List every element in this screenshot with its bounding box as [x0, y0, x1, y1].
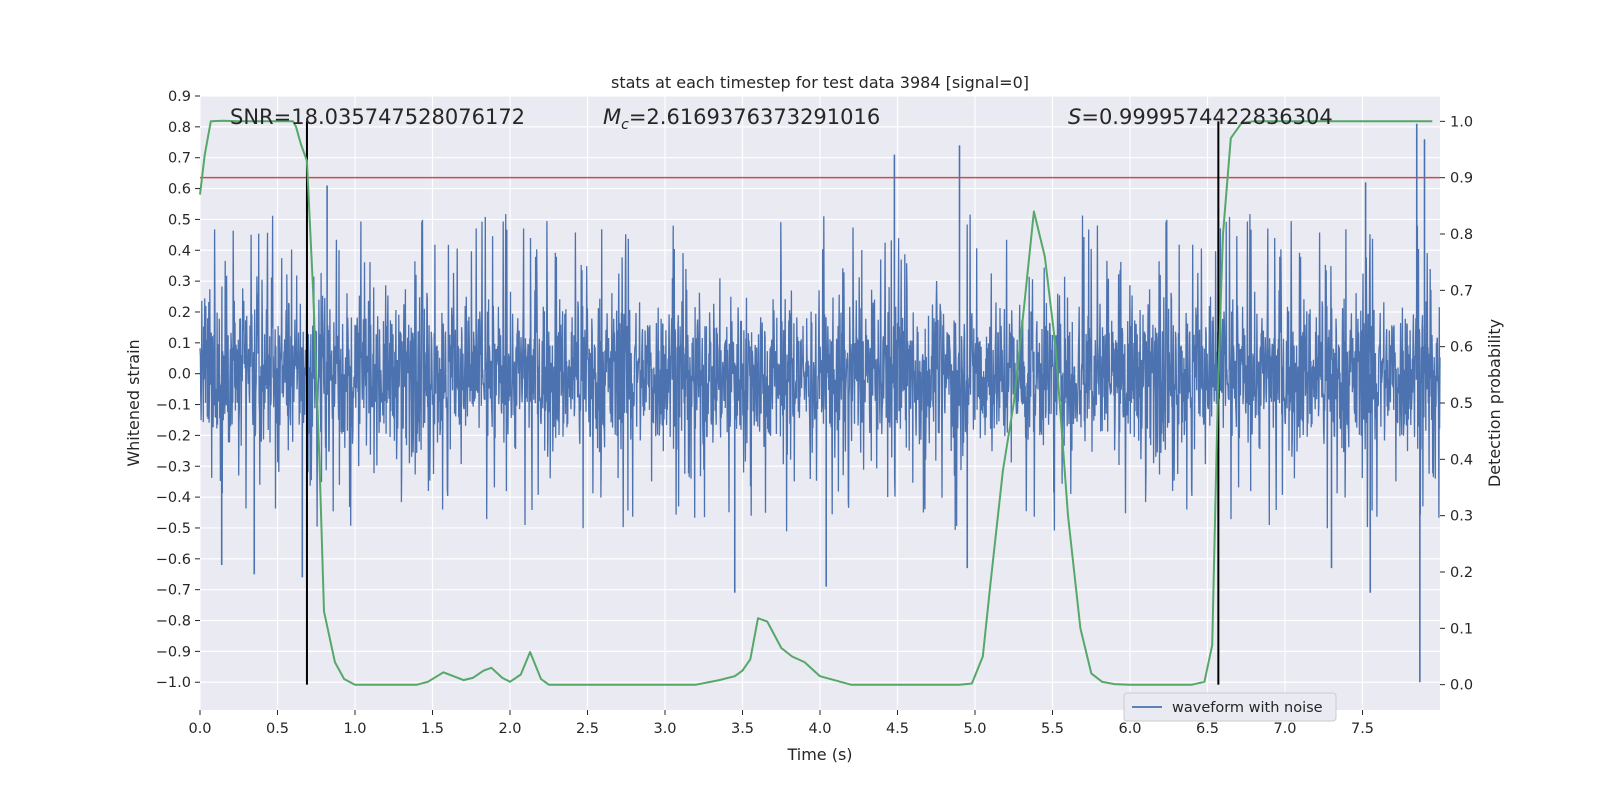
- y-tick-label: 0.4: [168, 243, 191, 259]
- y-tick-label: 0.5: [168, 212, 191, 228]
- y-tick-label: −0.7: [156, 583, 191, 599]
- y2-tick-label: 0.4: [1450, 452, 1473, 468]
- y2-tick-label: 0.3: [1450, 509, 1473, 525]
- y-tick-label: 0.2: [168, 305, 191, 321]
- y-tick-label: −1.0: [156, 675, 191, 691]
- y-axis-label: Whitened strain: [124, 339, 143, 466]
- statistic-symbol: S: [1068, 105, 1081, 129]
- chirp-mass-annotation: Mc=2.6169376373291016: [603, 105, 880, 133]
- y2-tick-label: 1.0: [1450, 114, 1473, 130]
- y2-tick-label: 0.8: [1450, 227, 1473, 243]
- y-tick-label: 0.8: [168, 120, 191, 136]
- y2-tick-label: 0.9: [1450, 171, 1473, 187]
- x-tick-label: 5.5: [1041, 721, 1064, 737]
- x-tick-label: 1.0: [343, 721, 366, 737]
- y-tick-label: −0.1: [156, 398, 191, 414]
- x-tick-label: 7.0: [1273, 721, 1296, 737]
- y-tick-label: −0.8: [156, 614, 191, 630]
- x-axis-label: Time (s): [786, 745, 852, 764]
- x-tick-label: 4.5: [886, 721, 909, 737]
- legend-label: waveform with noise: [1172, 700, 1323, 716]
- x-tick-label: 5.0: [963, 721, 986, 737]
- detection-probability-line: [199, 119, 1433, 686]
- legend: waveform with noise: [1123, 692, 1337, 722]
- y-tick-label: 0.0: [168, 367, 191, 383]
- waveform-with-noise-series: [199, 123, 1441, 683]
- x-tick-label: 0.0: [188, 721, 211, 737]
- y-tick-label: −0.5: [156, 521, 191, 537]
- y2-axis-label: Detection probability: [1485, 319, 1504, 487]
- x-tick-label: 3.5: [731, 721, 754, 737]
- y-tick-label: 0.3: [168, 274, 191, 290]
- y2-tick-label: 0.2: [1450, 565, 1473, 581]
- x-tick-label: 3.0: [653, 721, 676, 737]
- x-tick-label: 0.5: [266, 721, 289, 737]
- snr-annotation: SNR=18.035747528076172: [230, 105, 525, 129]
- x-tick-label: 6.5: [1196, 721, 1219, 737]
- y-tick-label: −0.9: [156, 644, 191, 660]
- chart-title: stats at each timestep for test data 398…: [611, 73, 1029, 92]
- statistic-value: =0.9999574422836304: [1081, 105, 1332, 129]
- y-tick-label: −0.3: [156, 459, 191, 475]
- y2-tick-label: 0.0: [1450, 678, 1473, 694]
- y-tick-label: −0.6: [156, 552, 191, 568]
- x-tick-label: 4.0: [808, 721, 831, 737]
- y-tick-label: 0.9: [168, 89, 191, 105]
- chirp-mass-subscript: c: [621, 117, 629, 133]
- y2-tick-label: 0.6: [1450, 340, 1473, 356]
- y-tick-label: 0.7: [168, 151, 191, 167]
- y-tick-label: 0.1: [168, 336, 191, 352]
- x-tick-label: 2.5: [576, 721, 599, 737]
- x-tick-label: 7.5: [1351, 721, 1374, 737]
- chirp-mass-symbol: M: [603, 105, 621, 129]
- x-tick-label: 2.0: [498, 721, 521, 737]
- y2-tick-label: 0.5: [1450, 396, 1473, 412]
- y-tick-label: −0.4: [156, 490, 191, 506]
- detection-probability-series: [199, 119, 1433, 686]
- statistic-annotation: S=0.9999574422836304: [1068, 105, 1333, 129]
- ticks: 0.0 0.5 1.0 1.5 2.0 2.5 3.0 3.5 4.0 4.5 5.0 5.5 6.0 6…: [156, 89, 1473, 737]
- y2-tick-label: 0.7: [1450, 283, 1473, 299]
- x-tick-label: 6.0: [1118, 721, 1141, 737]
- y-tick-label: −0.2: [156, 428, 191, 444]
- x-tick-label: 1.5: [421, 721, 444, 737]
- waveform-line: [199, 214, 1441, 532]
- y-tick-label: 0.6: [168, 182, 191, 198]
- legend-box: [1123, 692, 1337, 722]
- chirp-mass-value: =2.6169376373291016: [629, 105, 880, 129]
- y2-tick-label: 0.1: [1450, 621, 1473, 637]
